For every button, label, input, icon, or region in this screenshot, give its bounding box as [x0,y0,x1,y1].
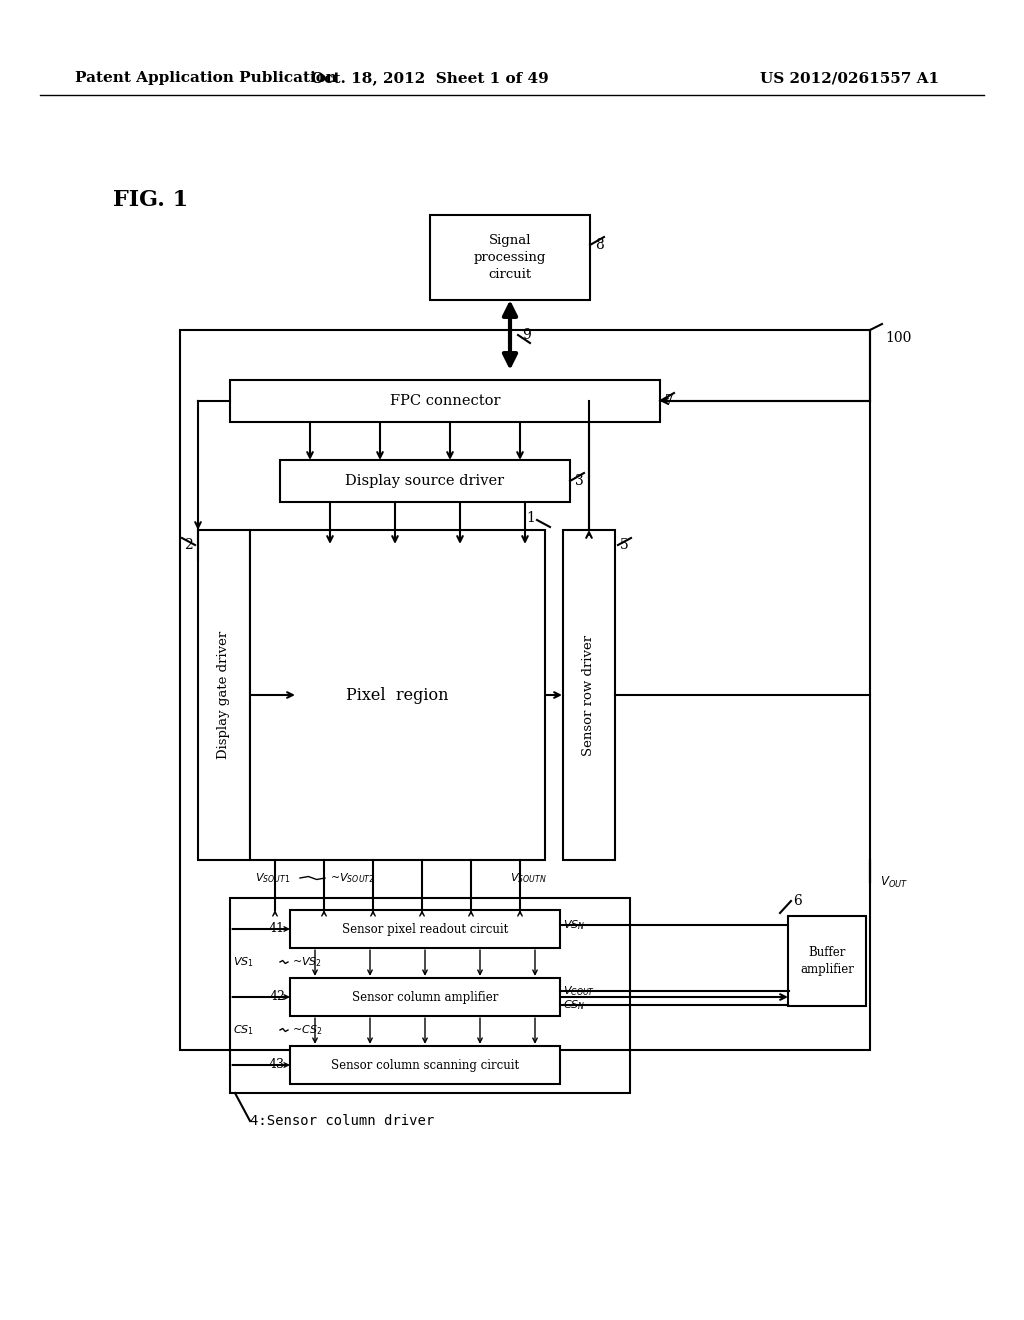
Text: Sensor column scanning circuit: Sensor column scanning circuit [331,1059,519,1072]
Text: $V_{COUT}$: $V_{COUT}$ [563,985,595,998]
Text: Sensor column amplifier: Sensor column amplifier [352,990,499,1003]
Text: 2: 2 [184,539,193,552]
Text: 8: 8 [595,238,604,252]
Bar [788,916,866,1006]
Text: Oct. 18, 2012  Sheet 1 of 49: Oct. 18, 2012 Sheet 1 of 49 [311,71,549,84]
Bar [280,459,570,502]
Bar [430,215,590,300]
Text: Signal
processing
circuit: Signal processing circuit [474,234,546,281]
Text: 4:Sensor column driver: 4:Sensor column driver [250,1114,434,1129]
Text: Display gate driver: Display gate driver [217,631,230,759]
Text: Buffer
amplifier: Buffer amplifier [800,946,854,975]
Text: $VS_N$: $VS_N$ [563,919,586,932]
Text: Sensor pixel readout circuit: Sensor pixel readout circuit [342,923,508,936]
Text: 3: 3 [575,474,584,488]
Text: $V_{SOUTN}$: $V_{SOUTN}$ [510,871,547,884]
Text: US 2012/0261557 A1: US 2012/0261557 A1 [760,71,939,84]
Bar [290,978,560,1016]
Bar [250,531,545,861]
Text: 9: 9 [522,327,530,342]
Text: 5: 5 [620,539,629,552]
Text: Patent Application Publication: Patent Application Publication [75,71,337,84]
Text: 43: 43 [269,1059,285,1072]
Bar [563,531,615,861]
Text: $VS_1$: $VS_1$ [233,956,254,969]
Text: FPC connector: FPC connector [390,393,501,408]
Text: FIG. 1: FIG. 1 [113,189,188,211]
Text: ~$VS_2$: ~$VS_2$ [292,956,323,969]
Bar [230,380,660,422]
Text: 1: 1 [526,511,535,525]
Bar [198,531,250,861]
Text: 41: 41 [269,923,285,936]
Text: ~$V_{SOUT2}$: ~$V_{SOUT2}$ [330,871,375,884]
Bar [180,330,870,1049]
Text: 100: 100 [885,331,911,345]
Text: $CS_N$: $CS_N$ [563,998,586,1011]
Bar [290,909,560,948]
Text: $V_{SOUT1}$: $V_{SOUT1}$ [255,871,291,884]
Text: Display source driver: Display source driver [345,474,505,488]
Text: $V_{OUT}$: $V_{OUT}$ [880,874,908,890]
Text: Sensor row driver: Sensor row driver [583,635,596,755]
Bar [290,1045,560,1084]
Text: Pixel  region: Pixel region [346,686,449,704]
Text: 7: 7 [665,393,674,408]
Text: 42: 42 [269,990,285,1003]
Text: 6: 6 [793,894,802,908]
Text: ~$CS_2$: ~$CS_2$ [292,1023,323,1038]
Text: $CS_1$: $CS_1$ [233,1023,254,1038]
Bar [230,898,630,1093]
